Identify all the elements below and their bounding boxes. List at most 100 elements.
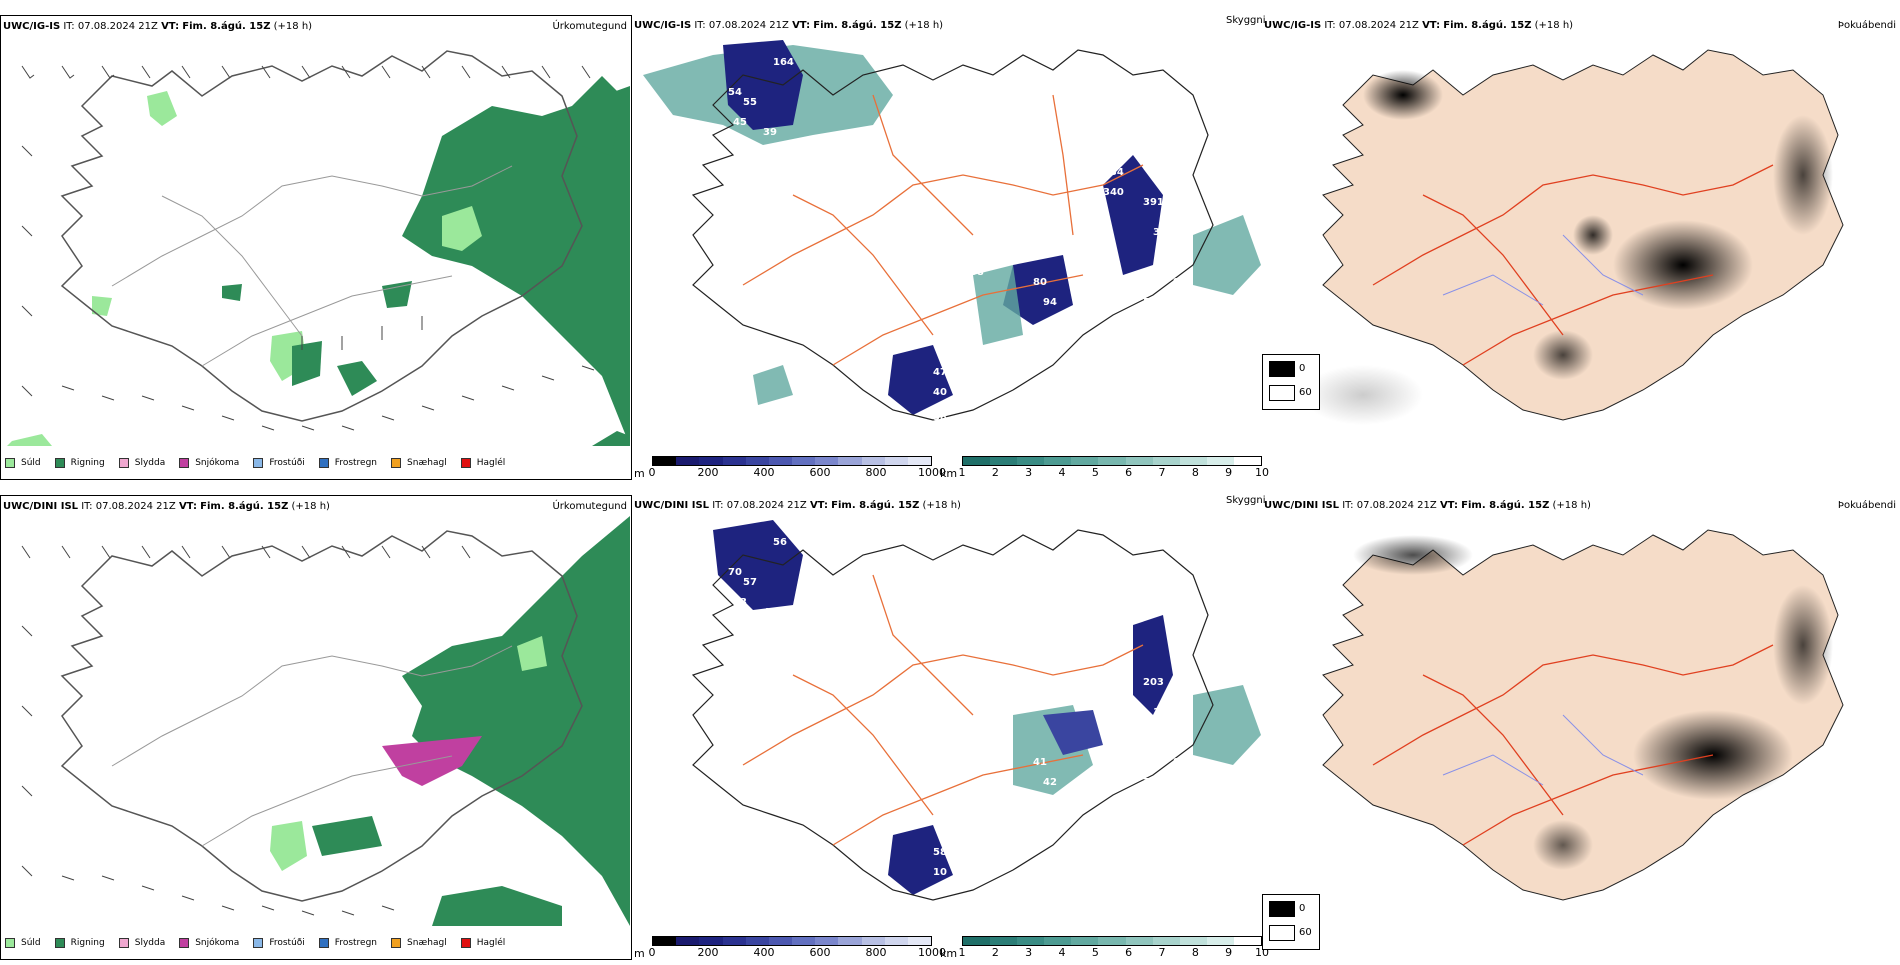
legend-label: Slydda [134, 458, 166, 468]
cloud-base-label: 94 [1043, 297, 1057, 308]
colorbar-segment [1206, 937, 1234, 945]
colorbar-segment [1098, 937, 1126, 945]
colorbar-segment [1233, 457, 1262, 465]
visibility-title: Skyggni [1226, 495, 1266, 506]
legend-label: Snæhagl [407, 458, 447, 468]
legend-item: Snjókoma [179, 938, 239, 948]
colorbar-segment [1152, 937, 1180, 945]
colorbar-tick: 3 [1025, 466, 1033, 479]
legend-swatch [54, 458, 65, 468]
visibility-ticks: 1 2 3 4 5 6 7 8 9 10 [958, 466, 1270, 480]
cloud-base-label: 187 [1153, 707, 1174, 718]
vt-value: Fim. 8.ágú. 15Z [182, 21, 271, 32]
vt-value: Fim. 8.ágú. 15Z [1443, 20, 1532, 31]
cloud-base-label: 65 [743, 627, 757, 638]
panel-title: Úrkomutegund [552, 501, 627, 512]
colorbar-tick: 1 [958, 466, 966, 479]
cloud-base-label: 39 [763, 127, 777, 138]
colorbar-segment [1179, 457, 1207, 465]
colorbar-segment [990, 457, 1018, 465]
colorbar-segment [745, 937, 769, 945]
vt-value: Fim. 8.ágú. 15Z [1461, 500, 1550, 511]
cloud-base-label: 99 [1173, 277, 1187, 288]
colorbar-segment [1098, 457, 1126, 465]
panel-header: UWC/IG-IS IT: 07.08.2024 21Z VT: Fim. 8.… [3, 19, 627, 35]
cloud-base-label: 61 [783, 357, 797, 368]
vt-value: Fim. 8.ágú. 15Z [813, 20, 902, 31]
legend-item: Rigning [54, 458, 105, 468]
colorbar-segment [745, 457, 769, 465]
cloud-base-label: 340 [1103, 187, 1124, 198]
model-name: UWC/DINI ISL [1264, 500, 1340, 511]
colorbar-tick: 0 [648, 946, 656, 959]
vt-value: Fim. 8.ágú. 15Z [831, 500, 920, 511]
colorbar-segment [653, 457, 677, 465]
cloud-base-label: 58 [933, 847, 947, 858]
cloud-base-label: 45 [733, 117, 747, 128]
legend-item: Rigning [54, 938, 105, 948]
precip-map[interactable] [2, 36, 630, 446]
vt-label: VT: [161, 21, 180, 32]
panel-header: UWC/DINI ISL IT: 07.08.2024 21Z VT: Fim.… [1264, 498, 1896, 514]
cloud-base-label: 45 [763, 607, 777, 618]
colorbar-segment [861, 457, 885, 465]
it-value: 07.08.2024 21Z [726, 500, 807, 511]
colorbar-segment [884, 457, 908, 465]
colorbar-segment [861, 937, 885, 945]
fog-panel: UWC/DINI ISL IT: 07.08.2024 21Z VT: Fim.… [1262, 495, 1900, 960]
colorbar-segment [1206, 457, 1234, 465]
legend-label: Slydda [134, 938, 166, 948]
vt-label: VT: [792, 20, 811, 31]
cloud-base-label: 52 [733, 617, 747, 628]
colorbar-segment [838, 937, 862, 945]
legend-swatch [179, 458, 190, 468]
legend-item: Haglél [460, 938, 505, 948]
colorbar-segment [1125, 937, 1153, 945]
cloud-base-label: 70 [953, 402, 967, 413]
fog-map[interactable] [1263, 35, 1899, 435]
precip-type-panel: UWC/IG-IS IT: 07.08.2024 21Z VT: Fim. 8.… [0, 15, 632, 480]
colorbar-segment [722, 457, 746, 465]
fog-legend-label: 0 [1299, 903, 1306, 914]
colorbar-segment [1179, 937, 1207, 945]
colorbar-segment [1017, 457, 1045, 465]
vt-label: VT: [1439, 500, 1458, 511]
legend-label: Snæhagl [407, 938, 447, 948]
precip-legend: Súld Rigning Slydda Snjókoma Frostúði Frostre… [5, 933, 505, 953]
legend-swatch [460, 938, 471, 948]
legend-swatch [318, 458, 329, 468]
cloud-base-label: 391 [1143, 197, 1164, 208]
colorbar-segment [699, 937, 723, 945]
legend-item: Súld [5, 458, 41, 468]
it-value: 07.08.2024 21Z [1356, 500, 1437, 511]
cloud-base-label: 78 [1143, 777, 1157, 788]
legend-item: Frostregn [318, 458, 377, 468]
vt-value: Fim. 8.ágú. 15Z [200, 501, 289, 512]
legend-swatch [118, 938, 129, 948]
panel-header: UWC/IG-IS IT: 07.08.2024 21Z VT: Fim. 8.… [634, 18, 1258, 34]
fog-map[interactable] [1263, 515, 1899, 915]
colorbar-segment [1071, 937, 1099, 945]
visibility-ticks: 1 2 3 4 5 6 7 8 9 10 [959, 946, 1270, 960]
legend-label: Frostúði [269, 458, 305, 468]
colorbar-segment [792, 937, 816, 945]
precip-map[interactable] [2, 516, 630, 926]
colorbar-segment [768, 937, 793, 945]
colorbar-segment [838, 457, 862, 465]
ceiling-visibility-panel: UWC/IG-IS IT: 07.08.2024 21Z VT: Fim. 8.… [632, 15, 1270, 480]
cloud-base-label: 47 [933, 367, 947, 378]
colorbar-segment [1071, 457, 1099, 465]
colorbar-tick: 8 [1191, 946, 1199, 959]
legend-label: Snjókoma [195, 938, 240, 948]
legend-item: Haglél [460, 458, 505, 468]
it-label: IT: [712, 500, 724, 511]
legend-swatch [318, 938, 329, 948]
colorbar-tick: 6 [1125, 946, 1133, 959]
legend-swatch [253, 938, 264, 948]
legend-swatch [118, 458, 129, 468]
colorbar-tick: 5 [1091, 946, 1099, 959]
colorbar-tick: 9 [1225, 466, 1233, 479]
vt-label: VT: [1422, 20, 1441, 31]
